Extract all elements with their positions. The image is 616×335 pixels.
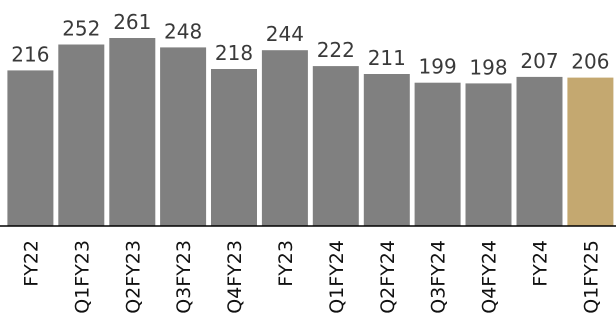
category-labels-group: FY22 Q1FY23 Q2FY23 Q3FY23 Q4FY23 FY23 Q1FY24 Q2… [21,240,603,314]
category-label-q2fy23: Q2FY23 [122,240,144,314]
category-label-q3fy24: Q3FY24 [428,240,450,314]
bar-fy22 [7,70,54,227]
category-label-q1fy24: Q1FY24 [326,240,348,314]
category-label-fy24: FY24 [530,240,552,287]
category-label-q4fy24: Q4FY24 [479,240,501,314]
bar-q4fy24 [465,83,512,227]
value-label-q3fy23: 248 [164,19,202,43]
bar-q3fy23 [160,47,207,227]
bar-q1fy24 [312,66,359,226]
category-label-q4fy23: Q4FY23 [224,240,246,314]
category-label-q3fy23: Q3FY23 [173,240,195,314]
bars-group [7,38,614,227]
value-label-fy23: 244 [266,22,304,46]
value-label-q1fy23: 252 [62,17,100,41]
value-label-q1fy25: 206 [571,50,609,74]
category-label-q1fy25: Q1FY25 [580,240,602,314]
category-label-q1fy23: Q1FY23 [71,240,93,314]
value-label-q2fy23: 261 [113,10,151,34]
value-label-q2fy24: 211 [368,46,406,70]
bar-fy23 [261,50,308,227]
value-label-fy24: 207 [520,49,558,73]
bar-q1fy25 [567,77,614,226]
value-label-q1fy24: 222 [317,38,355,62]
category-label-fy23: FY23 [275,240,297,287]
bar-q2fy23 [109,38,156,226]
value-labels-group: 216 252 261 248 218 244 222 211 199 198 207 206 [11,10,609,79]
bar-q4fy23 [211,69,257,226]
bar-q3fy24 [414,82,461,226]
bar-q1fy23 [58,44,105,226]
value-label-q3fy24: 199 [419,55,457,79]
category-label-q2fy24: Q2FY24 [377,240,399,314]
value-label-q4fy23: 218 [215,41,253,65]
bar-fy24 [516,76,563,227]
value-label-fy22: 216 [11,42,49,66]
value-label-q4fy24: 198 [469,55,507,79]
bar-q2fy24 [363,74,410,226]
category-label-fy22: FY22 [21,240,43,287]
